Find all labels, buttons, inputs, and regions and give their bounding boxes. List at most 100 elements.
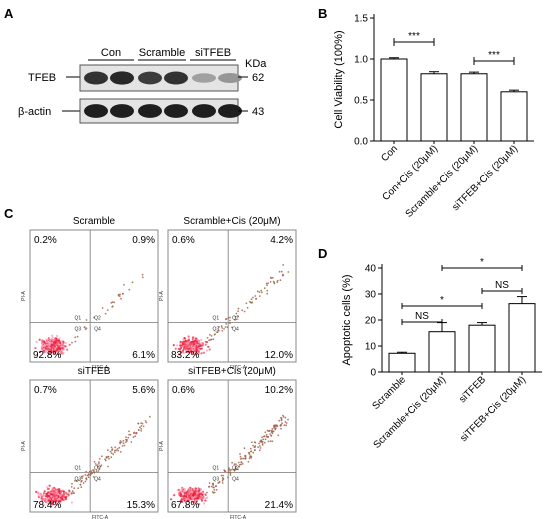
gate-label: Q1 bbox=[74, 465, 81, 471]
flow-dot bbox=[79, 483, 82, 486]
flow-dot bbox=[64, 345, 67, 348]
flow-dot bbox=[120, 297, 122, 300]
gate-label: Q4 bbox=[232, 326, 239, 332]
flow-dot bbox=[109, 450, 112, 453]
flow-dot bbox=[47, 348, 51, 351]
flow-dot bbox=[137, 429, 140, 431]
flow-dot bbox=[190, 492, 193, 495]
flow-dot bbox=[207, 345, 210, 348]
flow-dot bbox=[110, 456, 113, 459]
flow-dot bbox=[239, 453, 241, 455]
flow-dot bbox=[64, 491, 68, 494]
flow-dot bbox=[117, 449, 120, 452]
quadrant-upper-left: 0.7% bbox=[34, 385, 57, 396]
flow-dot bbox=[214, 333, 216, 335]
flow-dot bbox=[107, 465, 109, 468]
flow-dot bbox=[182, 495, 185, 498]
flow-dot bbox=[284, 416, 287, 419]
flow-dot bbox=[253, 449, 256, 452]
flow-dot bbox=[49, 502, 52, 505]
flow-dot bbox=[40, 349, 43, 352]
flow-dot bbox=[190, 342, 193, 345]
flow-dot bbox=[191, 500, 194, 503]
flow-dot bbox=[53, 492, 56, 496]
flow-dot bbox=[189, 346, 192, 349]
flow-dot bbox=[191, 336, 195, 339]
flow-dot bbox=[201, 344, 204, 347]
flow-dot bbox=[46, 343, 49, 346]
flow-dot bbox=[191, 487, 194, 491]
flow-dot bbox=[106, 309, 109, 311]
flow-dot bbox=[183, 491, 186, 495]
flow-dot bbox=[179, 340, 182, 343]
flow-dot bbox=[139, 426, 141, 429]
flow-dot bbox=[210, 338, 213, 341]
flow-dot bbox=[273, 425, 276, 427]
flow-dot bbox=[58, 501, 61, 504]
y-tick-label: 1.5 bbox=[354, 14, 368, 25]
flow-dot bbox=[241, 463, 244, 465]
flow-dot bbox=[260, 289, 263, 292]
flow-dot bbox=[208, 348, 211, 351]
flow-dot bbox=[117, 294, 120, 297]
flow-dot bbox=[237, 315, 240, 318]
flow-dot bbox=[104, 312, 107, 315]
flow-dot bbox=[67, 493, 70, 496]
flow-dot bbox=[58, 500, 61, 503]
flow-dot bbox=[204, 343, 207, 346]
flow-dot bbox=[68, 343, 71, 346]
significance-label: NS bbox=[415, 311, 429, 322]
flow-dot bbox=[177, 347, 180, 350]
flow-dot bbox=[222, 474, 225, 477]
flow-dot bbox=[258, 442, 260, 445]
bar bbox=[380, 58, 408, 142]
flow-dot bbox=[263, 287, 266, 290]
flow-dot bbox=[213, 489, 216, 491]
blot-kda-label: 43 bbox=[252, 106, 264, 118]
flow-dot bbox=[68, 489, 70, 492]
panel-label-a: A bbox=[4, 6, 14, 21]
flow-dot bbox=[201, 491, 204, 494]
flow-plot-title: Scramble bbox=[73, 216, 116, 227]
y-axis-label: Cell Viability (100%) bbox=[333, 30, 345, 128]
flow-dot bbox=[233, 469, 236, 472]
quadrant-lower-right: 15.3% bbox=[127, 500, 155, 511]
flow-dot bbox=[57, 343, 60, 346]
flow-dot bbox=[194, 487, 197, 490]
flow-dot bbox=[46, 488, 49, 491]
flow-dot bbox=[192, 349, 195, 352]
flow-dot bbox=[85, 319, 88, 321]
flow-dot bbox=[123, 284, 125, 286]
flow-dot bbox=[259, 447, 262, 449]
flow-dot bbox=[186, 491, 189, 494]
flow-dot bbox=[52, 338, 55, 342]
x-axis-label: FITC-A bbox=[92, 515, 109, 519]
flow-dot bbox=[187, 488, 190, 491]
bar bbox=[468, 324, 496, 373]
gate-label: Q2 bbox=[232, 465, 239, 471]
gate-label: Q2 bbox=[94, 315, 101, 321]
flow-dot bbox=[210, 335, 213, 337]
flow-dot bbox=[122, 442, 125, 445]
flow-dot bbox=[120, 441, 123, 443]
flow-dot bbox=[215, 488, 218, 491]
flow-dot bbox=[280, 418, 283, 421]
flow-dot bbox=[192, 344, 195, 348]
flow-dot bbox=[206, 496, 209, 499]
y-tick-label: 0.0 bbox=[354, 137, 368, 148]
flow-dot bbox=[129, 434, 132, 436]
flow-dot bbox=[62, 495, 65, 498]
blot-protein-label: TFEB bbox=[28, 72, 56, 84]
flow-dot bbox=[71, 341, 73, 344]
flow-dot bbox=[200, 352, 203, 355]
blot-band bbox=[192, 104, 216, 118]
flow-dot bbox=[172, 344, 175, 347]
flow-dot bbox=[246, 306, 249, 309]
flow-dot bbox=[213, 486, 215, 489]
flow-dot bbox=[180, 500, 184, 503]
flow-dot bbox=[223, 328, 225, 330]
flow-dot bbox=[38, 350, 42, 354]
flow-dot bbox=[259, 445, 261, 447]
flow-dot bbox=[51, 346, 54, 350]
quadrant-lower-left: 83.2% bbox=[171, 350, 199, 361]
